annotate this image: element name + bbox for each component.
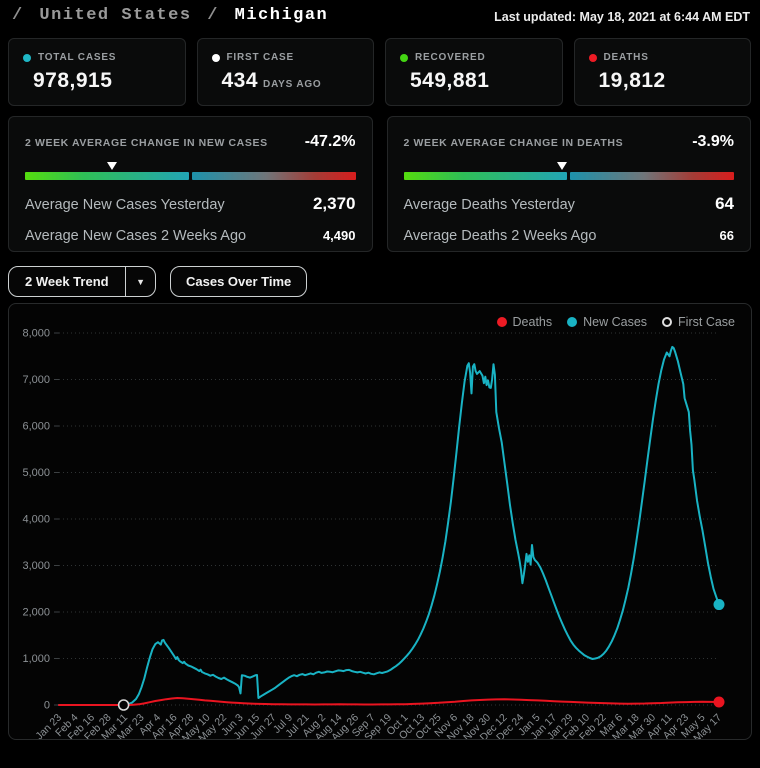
legend-label: New Cases bbox=[583, 315, 648, 329]
stat-cards-row: TOTAL CASES 978,915 FIRST CASE 434 DAYS A… bbox=[8, 38, 751, 106]
legend-item-deaths[interactable]: Deaths bbox=[496, 315, 553, 329]
stat-card-recovered: RECOVERED 549,881 bbox=[385, 38, 563, 106]
chart-controls: 2 Week Trend ▼ Cases Over Time bbox=[8, 266, 752, 297]
svg-text:4,000: 4,000 bbox=[22, 514, 50, 526]
stat-card-label: RECOVERED bbox=[415, 52, 486, 63]
recovered-value: 549,881 bbox=[410, 69, 490, 92]
cases-over-time-chart[interactable]: 0 1,000 2,000 3,000 4,000 5,000 6,000 7,000 8,00… bbox=[9, 304, 751, 739]
legend-item-new-cases[interactable]: New Cases bbox=[567, 315, 647, 329]
gradient-bar-right bbox=[191, 172, 356, 180]
stat-card-label: TOTAL CASES bbox=[38, 52, 117, 63]
two-week-trend-button[interactable]: 2 Week Trend ▼ bbox=[8, 266, 156, 297]
legend-label: First Case bbox=[678, 315, 735, 329]
deaths-dot-icon bbox=[588, 53, 597, 62]
avg-deaths-yesterday-row: Average Deaths Yesterday 64 bbox=[404, 194, 735, 214]
new-cases-trend-panel: 2 WEEK AVERAGE CHANGE IN NEW CASES -47.2… bbox=[8, 116, 373, 252]
gradient-bar-right bbox=[570, 172, 734, 180]
breadcrumb-state: Michigan bbox=[234, 6, 329, 25]
deaths-trend-panel: 2 WEEK AVERAGE CHANGE IN DEATHS -3.9% Av… bbox=[386, 116, 751, 252]
breadcrumb-separator: / bbox=[12, 6, 24, 25]
trend-gradient-bar bbox=[403, 162, 734, 180]
recovered-dot-icon bbox=[400, 53, 408, 62]
breadcrumb-separator: / bbox=[207, 6, 219, 25]
deaths-change-pct: -3.9% bbox=[692, 133, 734, 150]
trend-marker-icon bbox=[107, 162, 118, 170]
row-value: 4,490 bbox=[322, 228, 356, 243]
total-cases-value: 978,915 bbox=[33, 69, 113, 92]
row-label: Average Deaths Yesterday bbox=[403, 197, 575, 213]
stat-card-total-cases: TOTAL CASES 978,915 bbox=[8, 38, 186, 106]
stat-card-deaths: DEATHS 19,812 bbox=[573, 38, 751, 106]
first-case-dot-icon bbox=[211, 53, 220, 62]
row-value: 66 bbox=[719, 228, 734, 243]
row-label: Average New Cases Yesterday bbox=[25, 197, 225, 213]
chart-legend: Deaths New Cases First Case bbox=[496, 315, 735, 329]
new-cases-legend-dot-icon bbox=[567, 317, 578, 327]
row-label: Average New Cases 2 Weeks Ago bbox=[25, 228, 247, 244]
trend-panel-title: 2 WEEK AVERAGE CHANGE IN DEATHS bbox=[403, 137, 624, 149]
button-divider bbox=[124, 267, 127, 296]
row-value: 64 bbox=[715, 194, 734, 213]
stat-card-first-case: FIRST CASE 434 DAYS AGO bbox=[196, 38, 374, 106]
page-header: / United States / Michigan Last updated:… bbox=[0, 0, 760, 34]
chevron-down-icon[interactable]: ▼ bbox=[136, 276, 145, 287]
svg-text:0: 0 bbox=[44, 700, 50, 712]
first-case-legend-dot-icon bbox=[662, 317, 673, 327]
svg-text:5,000: 5,000 bbox=[22, 467, 50, 479]
avg-new-cases-2weeks-row: Average New Cases 2 Weeks Ago 4,490 bbox=[25, 228, 356, 244]
svg-text:2,000: 2,000 bbox=[22, 607, 50, 619]
gradient-bar-left bbox=[403, 172, 568, 180]
trend-panel-title: 2 WEEK AVERAGE CHANGE IN NEW CASES bbox=[25, 137, 268, 149]
chart-panel: Deaths New Cases First Case 0 1,000 2,000 3… bbox=[8, 303, 752, 740]
breadcrumb: / United States / Michigan bbox=[8, 6, 328, 25]
svg-text:8,000: 8,000 bbox=[22, 328, 50, 340]
avg-deaths-2weeks-row: Average Deaths 2 Weeks Ago 66 bbox=[404, 228, 735, 244]
gradient-bar-left bbox=[25, 172, 189, 180]
svg-text:1,000: 1,000 bbox=[22, 653, 50, 665]
avg-new-cases-yesterday-row: Average New Cases Yesterday 2,370 bbox=[25, 194, 356, 214]
legend-label: Deaths bbox=[512, 315, 553, 329]
stat-card-label: FIRST CASE bbox=[226, 52, 294, 63]
first-case-suffix: DAYS AGO bbox=[263, 79, 322, 90]
two-week-trend-label: 2 Week Trend bbox=[25, 274, 109, 289]
breadcrumb-country[interactable]: United States bbox=[39, 6, 192, 25]
first-case-value: 434 bbox=[221, 69, 259, 92]
trend-marker-icon bbox=[557, 162, 568, 170]
stat-card-label: DEATHS bbox=[603, 52, 649, 63]
trend-gradient-bar bbox=[25, 162, 356, 180]
stat-card-value: 434 DAYS AGO bbox=[212, 69, 360, 93]
trend-panels-row: 2 WEEK AVERAGE CHANGE IN NEW CASES -47.2… bbox=[8, 116, 751, 252]
legend-item-first-case[interactable]: First Case bbox=[662, 315, 735, 329]
svg-text:3,000: 3,000 bbox=[22, 560, 50, 572]
deaths-legend-dot-icon bbox=[496, 317, 507, 327]
row-label: Average Deaths 2 Weeks Ago bbox=[403, 228, 597, 244]
stat-card-value: 978,915 bbox=[23, 69, 171, 93]
svg-text:7,000: 7,000 bbox=[22, 374, 50, 386]
deaths-value: 19,812 bbox=[598, 69, 666, 92]
new-cases-change-pct: -47.2% bbox=[304, 133, 356, 150]
total-cases-dot-icon bbox=[23, 53, 31, 62]
last-updated-text: Last updated: May 18, 2021 at 6:44 AM ED… bbox=[494, 10, 750, 24]
stat-card-value: 549,881 bbox=[400, 69, 548, 93]
stat-card-value: 19,812 bbox=[589, 69, 737, 93]
cases-over-time-button[interactable]: Cases Over Time bbox=[170, 266, 308, 297]
svg-text:6,000: 6,000 bbox=[22, 421, 50, 433]
row-value: 2,370 bbox=[312, 194, 356, 213]
